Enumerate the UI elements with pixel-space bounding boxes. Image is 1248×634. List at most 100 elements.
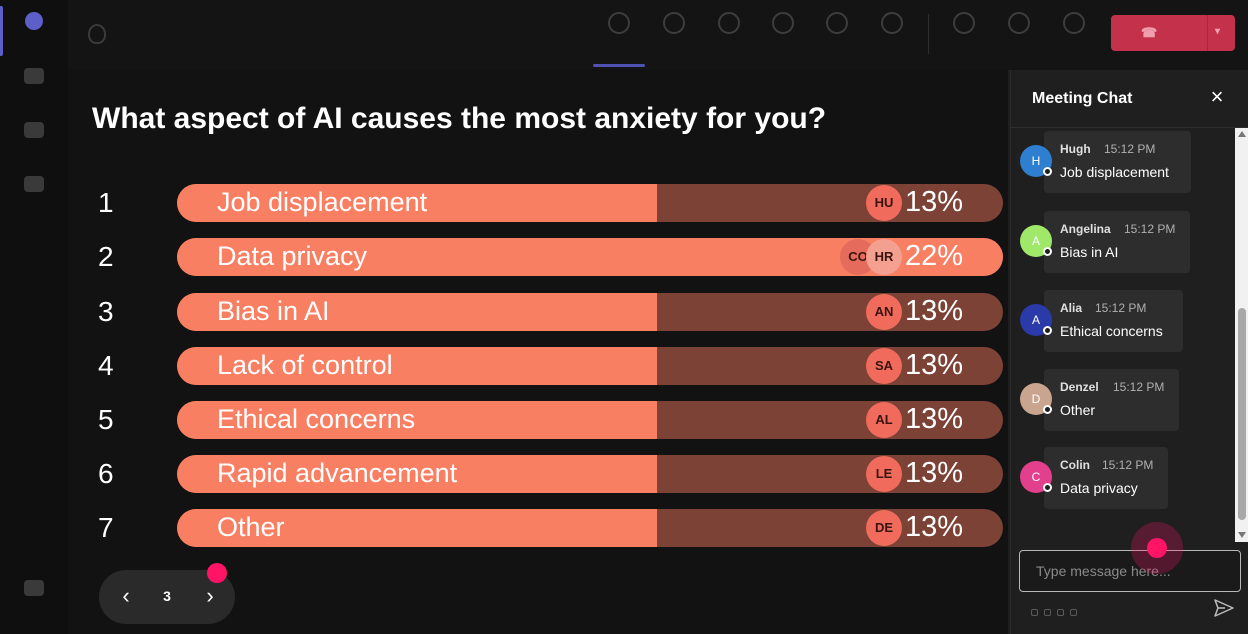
voter-avatar: AL	[866, 402, 902, 438]
presence-status-icon	[1043, 167, 1052, 176]
scrollbar-thumb[interactable]	[1238, 308, 1246, 520]
poll-option-percent: 13%	[904, 457, 963, 489]
poll-option-row: 6 Rapid advancement LE 13%	[68, 455, 1008, 493]
rail-item-help[interactable]	[0, 580, 68, 600]
chat-message-input[interactable]	[1019, 550, 1241, 592]
message-sender: Denzel	[1060, 380, 1099, 394]
pointer-cursor	[207, 563, 227, 583]
scroll-down-icon[interactable]	[1238, 532, 1246, 538]
rail-item-activity[interactable]	[0, 12, 68, 34]
message-timestamp: 15:12 PM	[1102, 458, 1154, 472]
share-icon	[1063, 12, 1085, 34]
pointer-cursor	[1131, 522, 1183, 574]
view-icon	[826, 12, 848, 34]
poll-option-number: 7	[98, 512, 114, 543]
poll-option-row: 4 Lack of control SA 13%	[68, 347, 1008, 385]
message-bubble[interactable]: Alia 15:12 PM Ethical concerns	[1044, 290, 1183, 352]
toolbar-mic-button[interactable]	[993, 8, 1045, 64]
poll-option-label: Ethical concerns	[217, 404, 416, 434]
voter-avatar: DE	[866, 510, 902, 546]
presence-status-icon	[1043, 326, 1052, 335]
poll-option-row: 5 Ethical concerns AL 13%	[68, 401, 1008, 439]
chat-icon	[608, 12, 630, 34]
message-bubble[interactable]: Colin 15:12 PM Data privacy	[1044, 447, 1168, 509]
poll-result-bar: Bias in AI AN 13%	[177, 293, 1003, 331]
message-bubble[interactable]: Angelina 15:12 PM Bias in AI	[1044, 211, 1190, 273]
poll-result-fill	[177, 347, 657, 385]
toolbar-more-button[interactable]	[866, 8, 918, 64]
emoji-icon[interactable]	[1057, 609, 1064, 616]
toolbar-share-button[interactable]	[1048, 8, 1100, 64]
poll-option-row: 3 Bias in AI AN 13%	[68, 293, 1008, 331]
voter-avatar: HU	[866, 185, 902, 221]
poll-option-label: Other	[217, 512, 285, 542]
activity-icon	[25, 12, 43, 30]
voter-avatar: HR	[866, 239, 902, 275]
poll-option-label: Lack of control	[217, 350, 393, 380]
rail-item-teams[interactable]	[0, 68, 68, 88]
pointer-cursor-core	[1147, 538, 1167, 558]
format-icon[interactable]	[1031, 609, 1038, 616]
poll-result-bar: Job displacement HU 13%	[177, 184, 1003, 222]
chat-scrollbar[interactable]	[1235, 128, 1248, 542]
message-timestamp: 15:12 PM	[1095, 301, 1147, 315]
chevron-down-icon[interactable]: ▾	[1215, 26, 1221, 37]
toolbar-view-button[interactable]	[811, 8, 863, 64]
toolbar-people-button[interactable]	[648, 8, 700, 64]
app-rail	[0, 0, 68, 634]
toolbar-chat-button[interactable]	[593, 8, 645, 67]
poll-question: What aspect of AI causes the most anxiet…	[92, 102, 827, 135]
help-icon	[24, 580, 44, 596]
meeting-chat-panel: Meeting Chat × Hugh 15:12 PM Job displacem…	[1010, 70, 1248, 634]
people-icon	[663, 12, 685, 34]
poll-result-fill	[177, 401, 657, 439]
shield-icon	[88, 24, 106, 44]
presence-status-icon	[1043, 247, 1052, 256]
close-icon[interactable]: ×	[1210, 84, 1224, 109]
poll-stage: What aspect of AI causes the most anxiet…	[68, 70, 1008, 634]
rail-item-calendar[interactable]	[0, 176, 68, 196]
scroll-up-icon[interactable]	[1238, 131, 1246, 137]
poll-option-number: 4	[98, 350, 114, 381]
toolbar-separator	[928, 14, 929, 54]
message-sender: Angelina	[1060, 222, 1111, 236]
message-sender: Hugh	[1060, 142, 1091, 156]
toolbar-camera-button[interactable]	[938, 8, 990, 64]
presence-status-icon	[1043, 405, 1052, 414]
message-text: Data privacy	[1060, 480, 1138, 496]
poll-option-percent: 13%	[904, 403, 963, 435]
toolbar-raise-button[interactable]	[703, 8, 755, 64]
poll-option-label: Data privacy	[217, 241, 368, 271]
chat-title: Meeting Chat	[1032, 90, 1133, 107]
calendar-icon	[24, 176, 44, 192]
message-bubble[interactable]: Hugh 15:12 PM Job displacement	[1044, 131, 1191, 193]
meeting-toolbar: ☎ ▾	[68, 0, 1248, 70]
attach-icon[interactable]	[1044, 609, 1051, 616]
presence-status-icon	[1043, 483, 1052, 492]
toolbar-react-button[interactable]	[757, 8, 809, 64]
poll-option-number: 6	[98, 458, 114, 489]
message-timestamp: 15:12 PM	[1113, 380, 1165, 394]
poll-result-bar: Lack of control SA 13%	[177, 347, 1003, 385]
poll-result-bar: Other DE 13%	[177, 509, 1003, 547]
message-text: Ethical concerns	[1060, 323, 1163, 339]
poll-result-bar: Ethical concerns AL 13%	[177, 401, 1003, 439]
chevron-right-icon[interactable]: ›	[206, 583, 214, 608]
poll-result-fill	[177, 509, 657, 547]
poll-option-row: 2 Data privacy CO HR 22%	[68, 238, 1008, 276]
rail-active-indicator	[0, 6, 3, 56]
message-text: Job displacement	[1060, 164, 1169, 180]
message-text: Other	[1060, 402, 1096, 418]
voter-avatar: LE	[866, 456, 902, 492]
send-icon[interactable]	[1213, 598, 1235, 618]
poll-option-percent: 13%	[904, 186, 963, 218]
poll-option-number: 3	[98, 296, 114, 327]
compose-tools	[1031, 603, 1083, 621]
message-timestamp: 15:12 PM	[1124, 222, 1176, 236]
gif-icon[interactable]	[1070, 609, 1077, 616]
message-bubble[interactable]: Denzel 15:12 PM Other	[1044, 369, 1179, 431]
rail-item-files[interactable]	[0, 122, 68, 142]
chevron-left-icon[interactable]: ‹	[122, 583, 130, 608]
leave-divider	[1207, 15, 1208, 51]
leave-button[interactable]: ☎ ▾	[1111, 15, 1235, 51]
